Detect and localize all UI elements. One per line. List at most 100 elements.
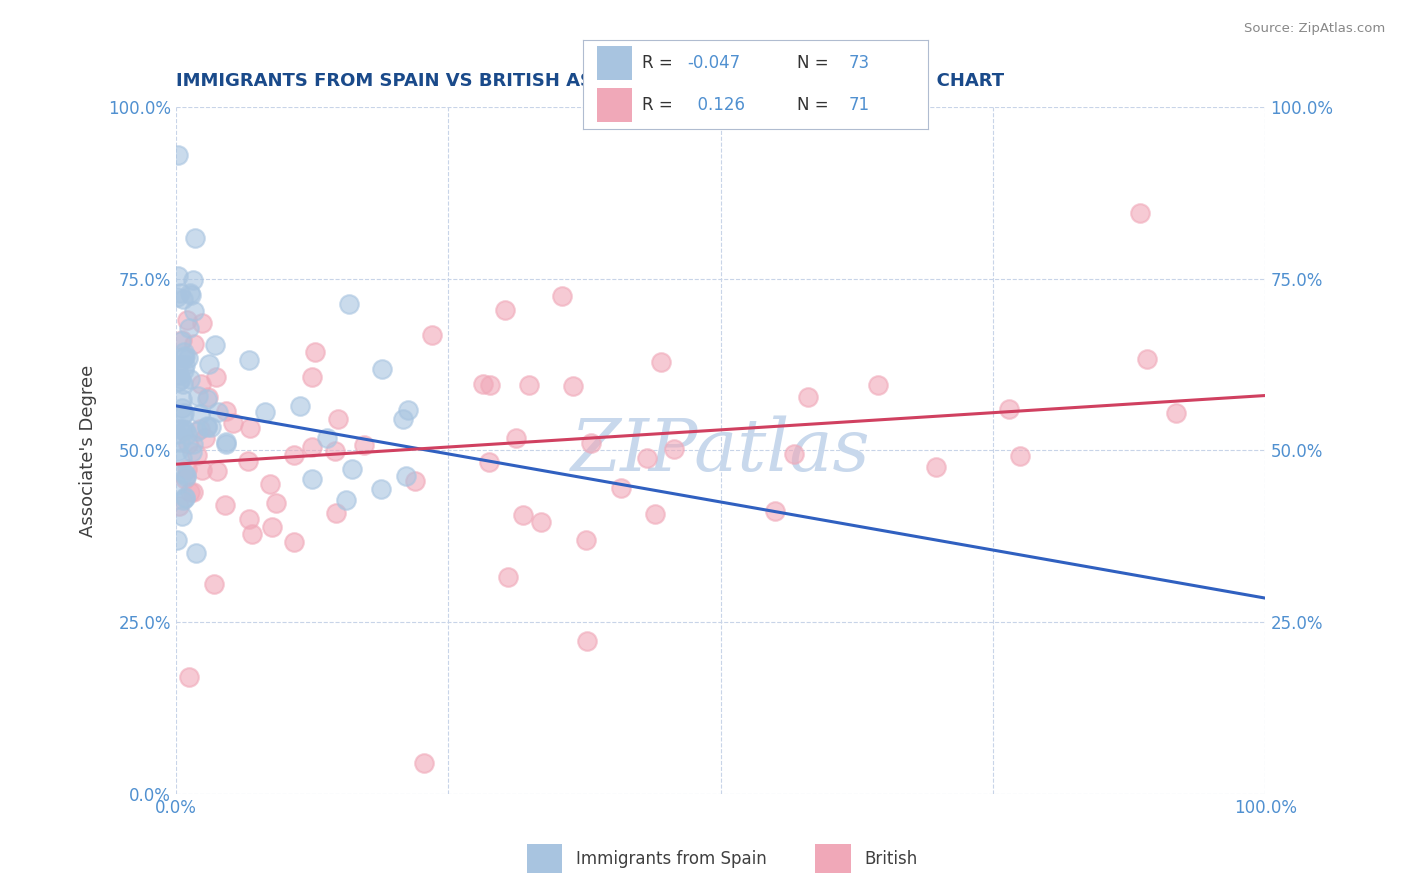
Point	[529, 515, 551, 529]
Point	[392, 411, 415, 425]
Text: British: British	[865, 849, 918, 868]
Point	[173, 466, 195, 480]
Point	[664, 442, 686, 457]
Point	[478, 455, 501, 469]
Point	[179, 485, 201, 500]
Point	[215, 404, 238, 418]
Point	[170, 508, 193, 523]
Point	[1136, 352, 1159, 367]
Point	[186, 448, 208, 462]
Point	[207, 464, 229, 478]
Point	[166, 290, 188, 304]
Point	[207, 404, 229, 418]
Point	[172, 422, 194, 436]
Point	[172, 493, 194, 508]
Point	[173, 406, 195, 420]
Point	[337, 297, 360, 311]
Point	[301, 441, 323, 455]
Point	[183, 485, 205, 500]
Point	[177, 321, 200, 335]
Point	[214, 436, 236, 450]
Point	[998, 402, 1021, 417]
Point	[179, 285, 201, 300]
Point	[183, 436, 205, 450]
Point	[323, 443, 346, 458]
Point	[186, 424, 208, 438]
Point	[1129, 205, 1152, 219]
Point	[301, 369, 323, 384]
Point	[173, 350, 195, 364]
Point	[301, 472, 323, 486]
Point	[353, 438, 375, 452]
Point	[866, 378, 889, 392]
Point	[636, 451, 658, 466]
Point	[166, 443, 188, 458]
Point	[173, 491, 195, 505]
Point	[174, 358, 197, 372]
Point	[371, 362, 394, 376]
Text: 71: 71	[849, 96, 870, 114]
Point	[173, 349, 195, 363]
Point	[222, 417, 245, 431]
Point	[763, 503, 786, 517]
Point	[187, 389, 209, 403]
Point	[167, 368, 190, 382]
Text: Source: ZipAtlas.com: Source: ZipAtlas.com	[1244, 22, 1385, 36]
Point	[413, 756, 436, 771]
Point	[176, 462, 198, 476]
Point	[304, 345, 326, 359]
Point	[644, 507, 666, 521]
Point	[283, 535, 305, 549]
Point	[340, 462, 363, 476]
Point	[260, 520, 283, 534]
Point	[183, 337, 205, 351]
Point	[167, 499, 190, 513]
Point	[172, 292, 194, 306]
Point	[1164, 406, 1187, 420]
Point	[1008, 449, 1031, 463]
Point	[191, 463, 214, 477]
Point	[579, 436, 602, 450]
Point	[181, 444, 204, 458]
FancyBboxPatch shape	[598, 46, 631, 80]
Point	[420, 328, 443, 343]
Point	[172, 408, 194, 422]
Point	[188, 422, 211, 436]
Point	[174, 423, 197, 437]
Point	[174, 470, 197, 484]
Point	[176, 426, 198, 441]
Point	[202, 577, 225, 591]
Text: N =: N =	[797, 54, 834, 72]
Point	[783, 447, 806, 461]
Point	[404, 474, 426, 488]
Text: 73: 73	[849, 54, 870, 72]
Text: -0.047: -0.047	[688, 54, 740, 72]
Point	[170, 334, 193, 348]
Text: IMMIGRANTS FROM SPAIN VS BRITISH ASSOCIATE'S DEGREE CORRELATION CHART: IMMIGRANTS FROM SPAIN VS BRITISH ASSOCIA…	[176, 72, 1004, 90]
Y-axis label: Associate's Degree: Associate's Degree	[79, 364, 97, 537]
Point	[238, 352, 260, 367]
Point	[576, 634, 599, 648]
Point	[173, 344, 195, 359]
Point	[177, 436, 200, 450]
Point	[395, 469, 418, 483]
Point	[472, 376, 495, 391]
Point	[290, 400, 312, 414]
Point	[172, 377, 194, 392]
Point	[176, 313, 198, 327]
Point	[180, 288, 202, 302]
Point	[609, 481, 631, 495]
Point	[166, 426, 188, 441]
Point	[264, 496, 287, 510]
Point	[575, 533, 598, 548]
Point	[335, 492, 357, 507]
Point	[797, 390, 820, 404]
Point	[170, 401, 193, 415]
Point	[173, 363, 195, 377]
Point	[198, 357, 221, 371]
Point	[188, 407, 211, 421]
Point	[194, 431, 217, 445]
Point	[204, 338, 226, 352]
Point	[184, 546, 207, 560]
FancyBboxPatch shape	[815, 844, 851, 873]
